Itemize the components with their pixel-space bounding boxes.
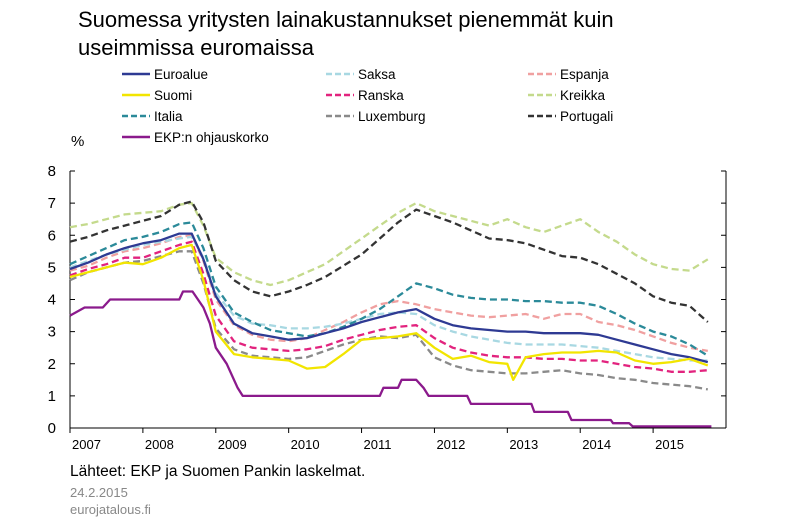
- x-tick-label: 2013: [509, 437, 538, 452]
- x-tick-label: 2015: [655, 437, 684, 452]
- legend-label: Ranska: [358, 88, 404, 103]
- axes: 0 1 2 3 4 5 6 7 8 2007 2008 2009 2010 2011 2012 2013 201…: [48, 163, 727, 452]
- line-chart: Euroalue Saksa Espanja Suomi Ranska Kreikka It…: [48, 67, 727, 452]
- y-tick-label: 6: [48, 227, 56, 244]
- legend-label: Suomi: [154, 88, 192, 103]
- series-line-ranska: [69, 240, 708, 373]
- x-tick-label: 2010: [291, 437, 320, 452]
- series-line-ekp-n-ohjauskorko: [69, 290, 712, 428]
- legend-label: Saksa: [358, 67, 396, 82]
- series-line-luxemburg: [69, 250, 708, 391]
- y-tick-label: 3: [48, 324, 56, 341]
- y-tick-label: 8: [48, 163, 56, 180]
- legend-label: EKP:n ohjauskorko: [154, 130, 269, 145]
- y-tick-label: 2: [48, 356, 56, 373]
- y-tick-label: 4: [48, 292, 56, 309]
- plot-area: [69, 200, 712, 428]
- publish-date: 24.2.2015: [70, 485, 128, 500]
- series-line-espanja: [69, 234, 708, 353]
- x-tick-label: 2011: [364, 437, 392, 452]
- legend-label: Luxemburg: [358, 109, 426, 124]
- x-tick-label: 2012: [436, 437, 465, 452]
- y-axis-unit-label: %: [71, 133, 85, 150]
- legend-label: Italia: [154, 109, 183, 124]
- series-line-euroalue: [69, 232, 709, 364]
- series-line-italia: [69, 221, 709, 357]
- series-line-suomi: [69, 243, 709, 381]
- series-line-kreikka: [69, 201, 709, 287]
- legend-label: Espanja: [560, 67, 609, 82]
- legend-label: Portugali: [560, 109, 613, 124]
- x-tick-label: 2007: [72, 437, 101, 452]
- legend-label: Euroalue: [154, 67, 208, 82]
- x-tick-label: 2008: [145, 437, 174, 452]
- x-tick-label: 2009: [218, 437, 247, 452]
- y-tick-label: 0: [48, 420, 56, 437]
- legend: Euroalue Saksa Espanja Suomi Ranska Kreikka It…: [122, 67, 613, 145]
- legend-label: Kreikka: [560, 88, 606, 103]
- source-note: Lähteet: EKP ja Suomen Pankin laskelmat.: [70, 463, 366, 480]
- x-tick-label: 2014: [582, 437, 611, 452]
- y-tick-label: 1: [48, 388, 56, 405]
- chart-title: Suomessa yritysten lainakustannukset pie…: [78, 7, 614, 60]
- site-name: eurojatalous.fi: [70, 502, 151, 517]
- y-tick-label: 7: [48, 195, 56, 212]
- series-line-portugali: [69, 200, 709, 323]
- y-tick-label: 5: [48, 259, 56, 276]
- series-line-saksa: [69, 235, 708, 362]
